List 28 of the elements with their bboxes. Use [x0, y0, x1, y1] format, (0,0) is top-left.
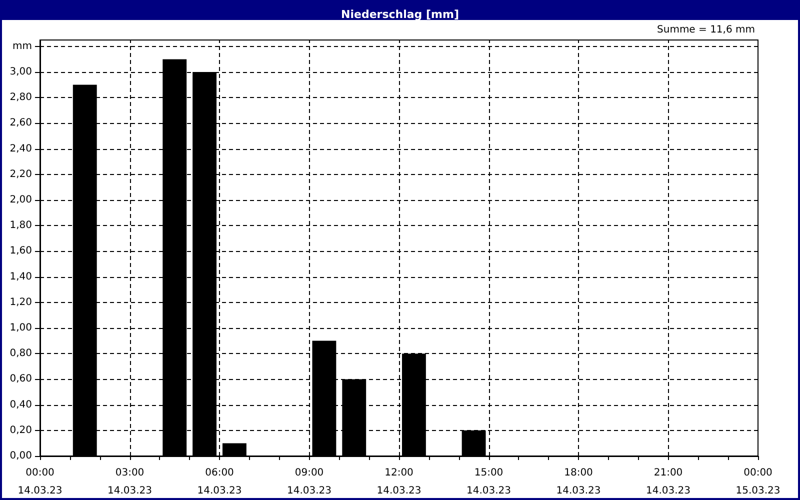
- y-tick-label: 2,20: [10, 168, 32, 180]
- x-tick-label: 09:00 14.03.23: [286, 468, 332, 496]
- y-tick-label: 0,00: [10, 450, 32, 462]
- y-tick-label: 1,00: [10, 322, 32, 334]
- y-tick-label: 2,80: [10, 92, 32, 104]
- y-tick-label: 1,20: [10, 296, 32, 308]
- x-tick-label: 00:00 14.03.23: [18, 468, 62, 496]
- chart-title: Niederschlag [mm]: [341, 8, 459, 21]
- x-tick-label: 00:00 15.03.23: [736, 468, 780, 496]
- y-tick-label: 2,60: [10, 118, 32, 129]
- text: Summe = 11,6 mm: [657, 24, 755, 36]
- y-tick-label: mm: [12, 40, 32, 52]
- y-tick-label: 0,20: [10, 424, 32, 436]
- y-tick-label: 2,00: [10, 194, 32, 206]
- x-tick-label: 06:00 14.03.23: [197, 468, 242, 496]
- y-tick-label: 2,40: [10, 143, 32, 154]
- y-tick-label: 1,80: [10, 220, 32, 232]
- x-tick-label: 21:00 14.03.23: [646, 468, 691, 496]
- x-tick-label: 18:00 14.03.23: [556, 468, 601, 496]
- y-tick-label: 0,80: [10, 348, 32, 360]
- y-tick-label: 1,40: [10, 271, 32, 282]
- y-tick-label: 3,00: [10, 66, 32, 78]
- x-tick-label: 15:00 14.03.23: [466, 468, 512, 496]
- x-tick-label: 12:00 14.03.23: [376, 468, 422, 496]
- y-tick-label: 0,40: [10, 399, 32, 410]
- y-tick-label: 1,60: [10, 246, 32, 257]
- y-tick-label: 0,60: [10, 374, 32, 385]
- x-tick-label: 03:00 14.03.23: [107, 468, 152, 496]
